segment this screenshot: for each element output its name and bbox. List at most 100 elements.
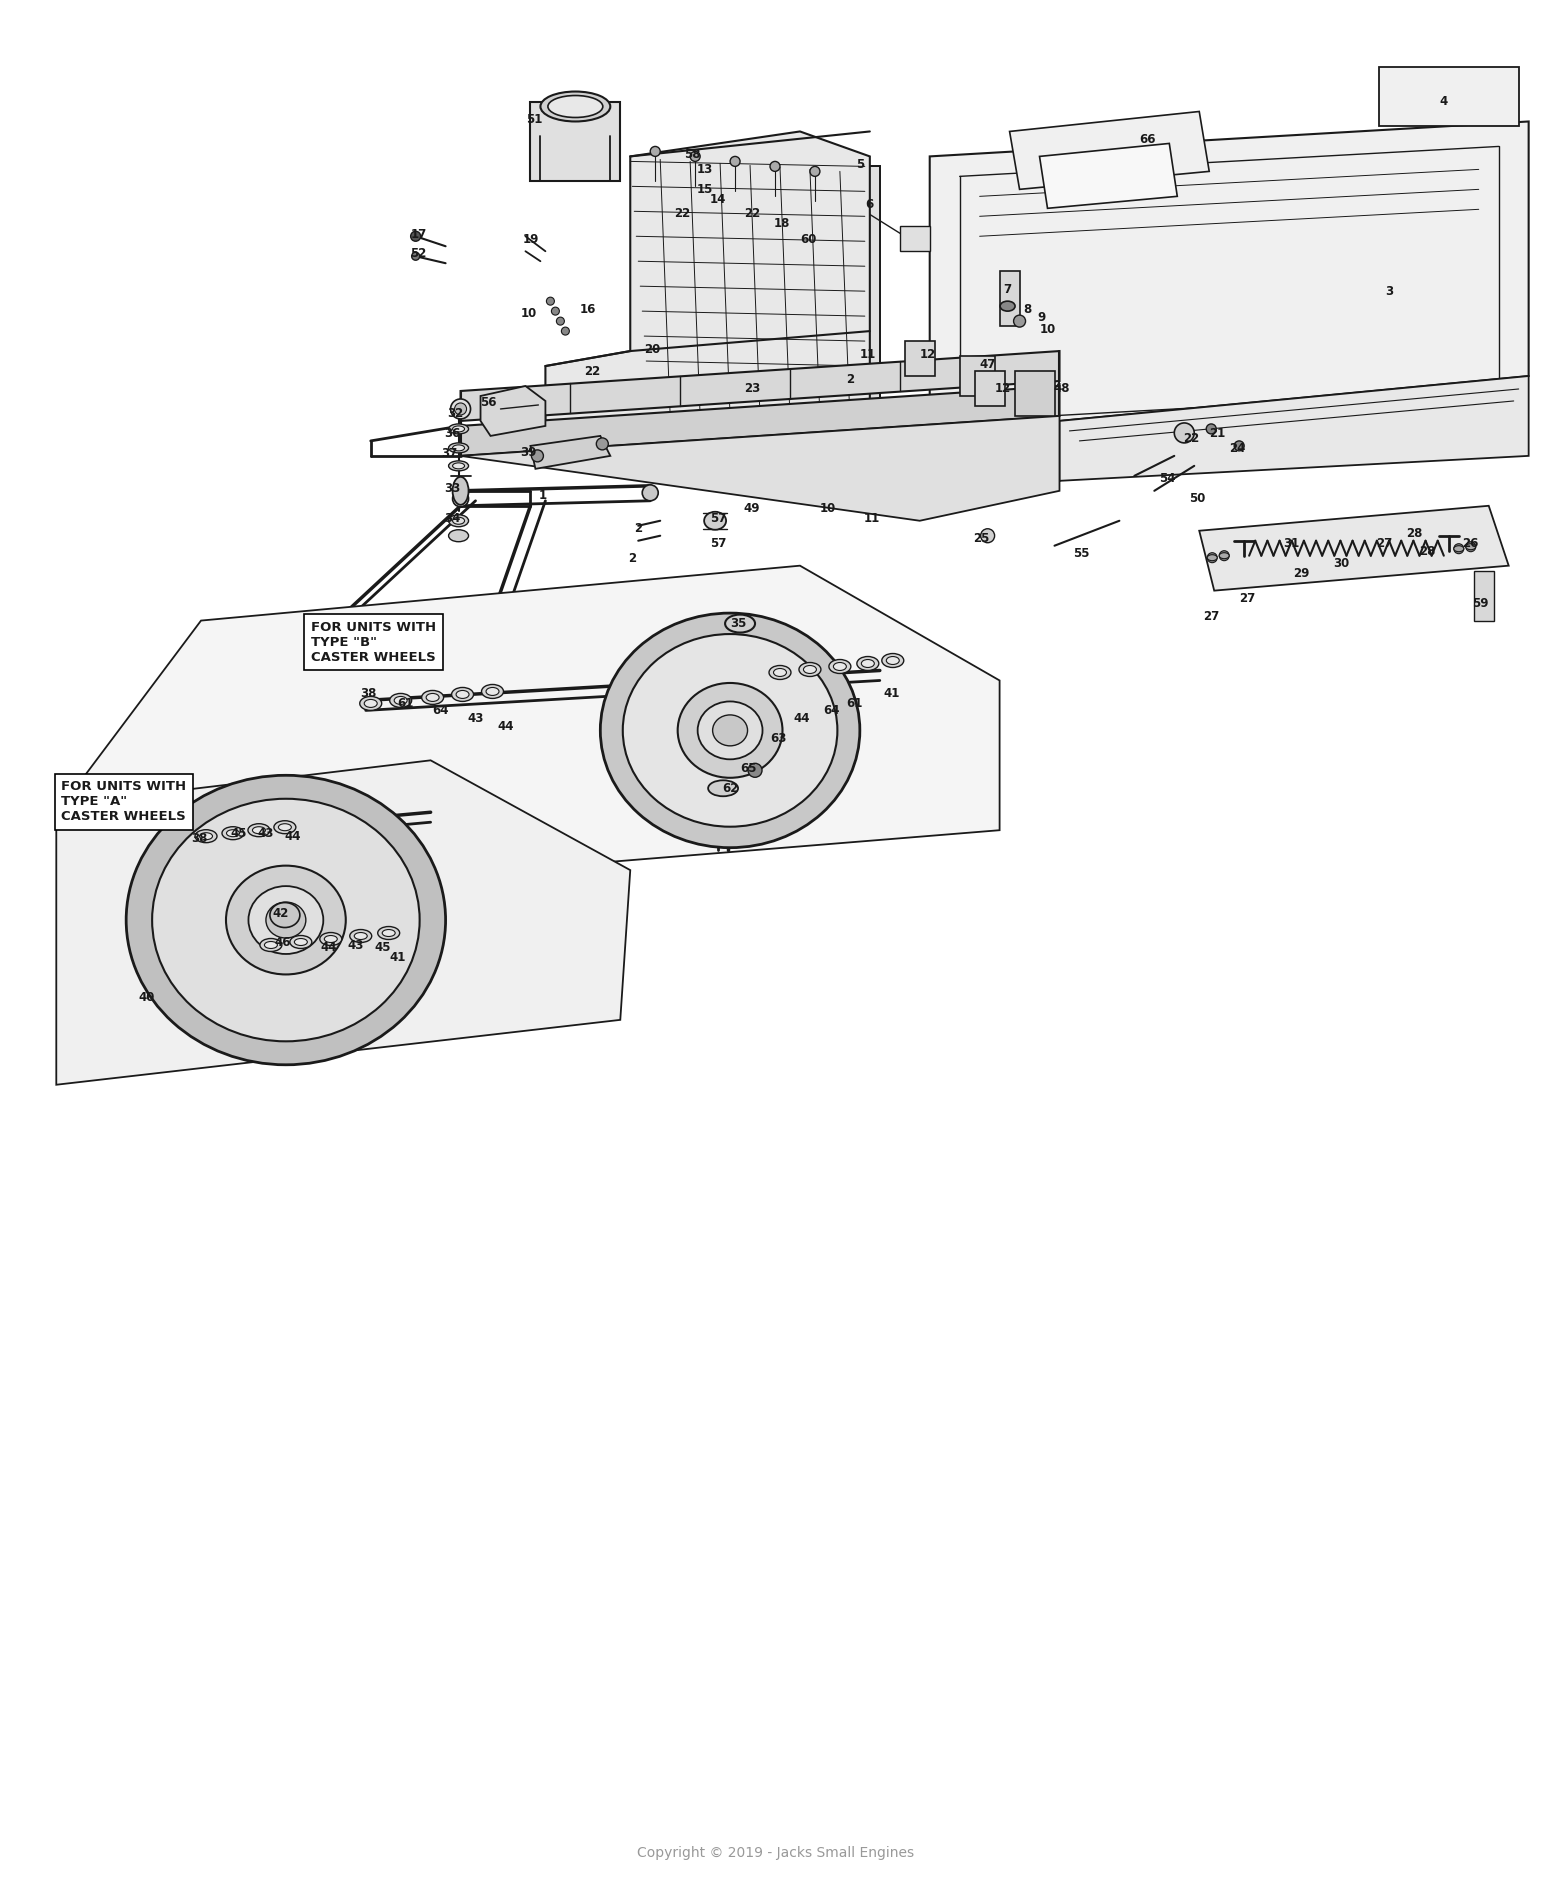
Ellipse shape [999,302,1015,311]
Text: 8: 8 [1023,303,1032,315]
Ellipse shape [449,460,469,471]
Ellipse shape [453,464,464,469]
Text: 61: 61 [397,697,414,711]
Ellipse shape [394,696,407,705]
Text: 54: 54 [1159,473,1175,484]
Ellipse shape [427,694,439,701]
Ellipse shape [861,660,874,667]
Ellipse shape [324,935,337,942]
Text: 30: 30 [1333,558,1349,569]
Text: 10: 10 [1040,322,1055,336]
Text: 17: 17 [411,228,427,241]
Polygon shape [481,386,545,435]
Text: 12: 12 [920,347,936,360]
Text: 37: 37 [441,447,458,460]
Text: 12: 12 [995,383,1010,396]
Circle shape [546,298,554,305]
Circle shape [650,147,660,156]
Polygon shape [1010,111,1209,188]
Polygon shape [461,351,1060,420]
Circle shape [411,232,421,241]
Bar [531,102,621,181]
Circle shape [810,166,819,177]
Text: 41: 41 [883,686,900,699]
Ellipse shape [227,829,239,837]
Circle shape [643,484,658,501]
Bar [959,356,995,396]
Circle shape [1207,552,1217,564]
Circle shape [562,328,570,336]
Ellipse shape [833,662,846,671]
Text: 43: 43 [258,828,275,839]
Text: 63: 63 [770,731,787,745]
Bar [905,341,934,375]
Text: 5: 5 [855,158,864,172]
Ellipse shape [196,829,217,843]
Text: 7: 7 [1004,283,1012,296]
Ellipse shape [548,96,602,117]
Circle shape [981,528,995,543]
Ellipse shape [453,516,464,524]
Ellipse shape [857,656,878,671]
Text: 24: 24 [1229,443,1245,456]
Text: 22: 22 [1183,432,1200,445]
Circle shape [453,490,469,507]
Ellipse shape [449,530,469,541]
Text: 50: 50 [1189,492,1206,505]
Ellipse shape [882,654,903,667]
Text: 27: 27 [1238,592,1256,605]
Text: 28: 28 [1406,528,1422,541]
Bar [1015,371,1054,417]
Bar [975,371,1004,405]
Ellipse shape [622,633,838,828]
Text: 46: 46 [275,937,292,950]
Text: 51: 51 [526,113,543,126]
Text: 41: 41 [390,952,407,965]
Text: 34: 34 [444,513,461,526]
Ellipse shape [773,669,787,677]
Text: 18: 18 [774,217,790,230]
Ellipse shape [227,865,346,975]
Ellipse shape [382,929,396,937]
Text: 62: 62 [722,782,739,795]
Ellipse shape [804,665,816,673]
Ellipse shape [390,694,411,707]
Text: Copyright © 2019 - Jacks Small Engines: Copyright © 2019 - Jacks Small Engines [638,1847,914,1860]
Bar [900,226,930,251]
Bar [1474,571,1493,620]
Text: 49: 49 [743,501,760,515]
Circle shape [411,253,419,260]
Polygon shape [545,132,869,451]
Circle shape [770,162,781,172]
Ellipse shape [200,833,213,839]
Ellipse shape [481,684,503,699]
Ellipse shape [1454,547,1464,552]
Text: 2: 2 [629,552,636,566]
Ellipse shape [273,820,296,833]
Text: 4: 4 [1440,94,1448,107]
Text: 57: 57 [709,513,726,526]
Text: 21: 21 [1209,428,1226,441]
Text: 6: 6 [866,198,874,211]
Ellipse shape [354,933,368,939]
Ellipse shape [540,92,610,121]
Ellipse shape [295,939,307,946]
Circle shape [748,763,762,777]
Text: 64: 64 [433,703,449,716]
Ellipse shape [768,665,792,679]
Ellipse shape [449,443,469,452]
Text: 39: 39 [520,447,537,460]
Circle shape [1234,441,1245,451]
Ellipse shape [1465,543,1476,550]
Text: 60: 60 [799,232,816,245]
Polygon shape [56,760,630,1084]
Ellipse shape [265,903,306,939]
Ellipse shape [248,824,270,837]
Text: 2: 2 [635,522,643,535]
Text: 52: 52 [410,247,427,260]
Ellipse shape [799,662,821,677]
Text: 11: 11 [860,347,875,360]
Text: 23: 23 [743,383,760,396]
Text: 57: 57 [709,537,726,550]
Ellipse shape [449,424,469,434]
